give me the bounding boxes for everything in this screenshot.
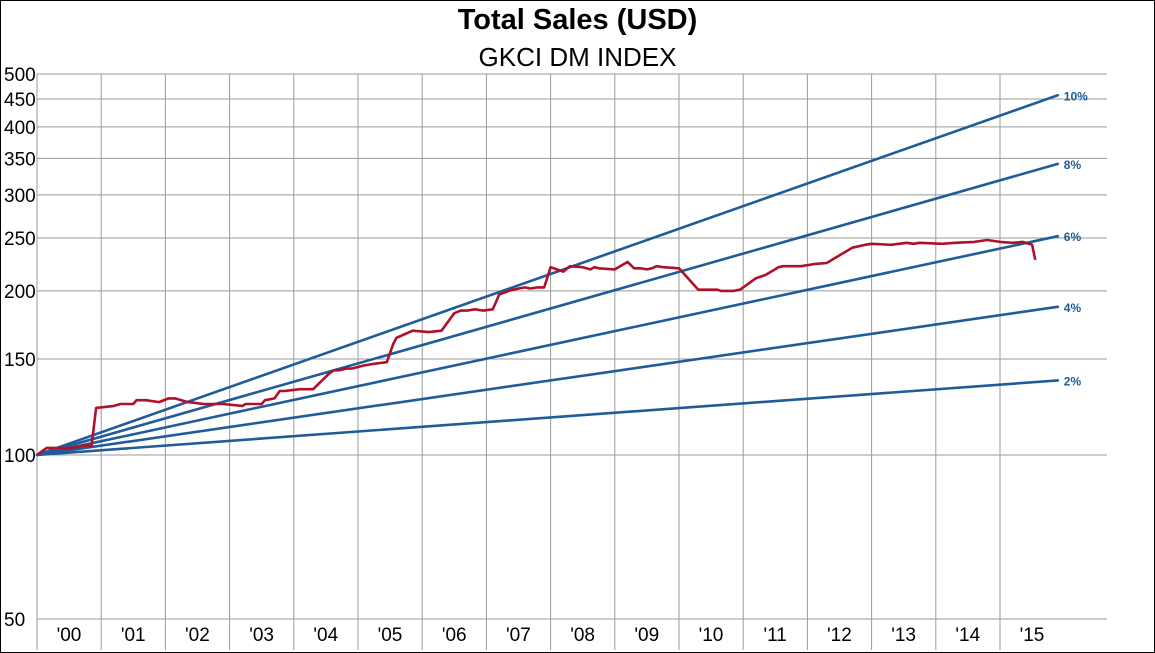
x-tick-label: '14 xyxy=(955,625,980,646)
reference-line xyxy=(35,234,1060,457)
y-tick-label: 200 xyxy=(4,282,36,303)
x-tick-label: '11 xyxy=(764,625,787,646)
reference-line-label: 4% xyxy=(1064,301,1082,315)
x-tick-label: '12 xyxy=(827,625,852,646)
x-tick-label: '03 xyxy=(249,625,274,646)
y-tick-label: 250 xyxy=(4,229,36,250)
x-tick-label: '02 xyxy=(185,625,210,646)
chart-title: Total Sales (USD) xyxy=(457,4,698,36)
grid-layer xyxy=(36,73,1107,650)
x-tick-label: '04 xyxy=(313,625,338,646)
x-tick-label: '09 xyxy=(634,625,659,646)
x-tick-label: '15 xyxy=(1020,625,1045,646)
series-layer xyxy=(36,238,1037,456)
x-tick-label: '08 xyxy=(570,625,595,646)
y-tick-label: 100 xyxy=(4,446,36,467)
x-tick-label: '05 xyxy=(378,625,403,646)
index-series-line xyxy=(36,238,1037,456)
reference-line-label: 2% xyxy=(1064,374,1082,388)
x-tick-label: '13 xyxy=(891,625,916,646)
x-tick-label: '10 xyxy=(699,625,724,646)
reference-line xyxy=(35,305,1060,457)
y-tick-label: 400 xyxy=(4,118,36,139)
x-tick-label: '07 xyxy=(506,625,531,646)
reference-line-label: 10% xyxy=(1064,89,1088,103)
reference-line xyxy=(35,379,1060,457)
y-tick-label: 500 xyxy=(4,65,36,86)
y-tick-label: 300 xyxy=(4,186,36,207)
y-tick-label: 150 xyxy=(4,350,36,371)
reference-line-label: 8% xyxy=(1064,158,1082,172)
y-tick-label: 450 xyxy=(4,90,36,111)
y-tick-label: 350 xyxy=(4,149,36,170)
x-tick-label: '06 xyxy=(442,625,467,646)
reference-line xyxy=(35,162,1060,457)
chart-subtitle: GKCI DM INDEX xyxy=(478,42,677,72)
x-tick-label: '01 xyxy=(121,625,146,646)
x-tick-label: '00 xyxy=(57,625,82,646)
tick-labels: 50 100 150 200 250 300 350 400 450 500 '00 '01 '02 '0… xyxy=(4,65,1044,646)
reference-line-label: 6% xyxy=(1064,230,1082,244)
y-tick-label: 50 xyxy=(4,610,25,631)
